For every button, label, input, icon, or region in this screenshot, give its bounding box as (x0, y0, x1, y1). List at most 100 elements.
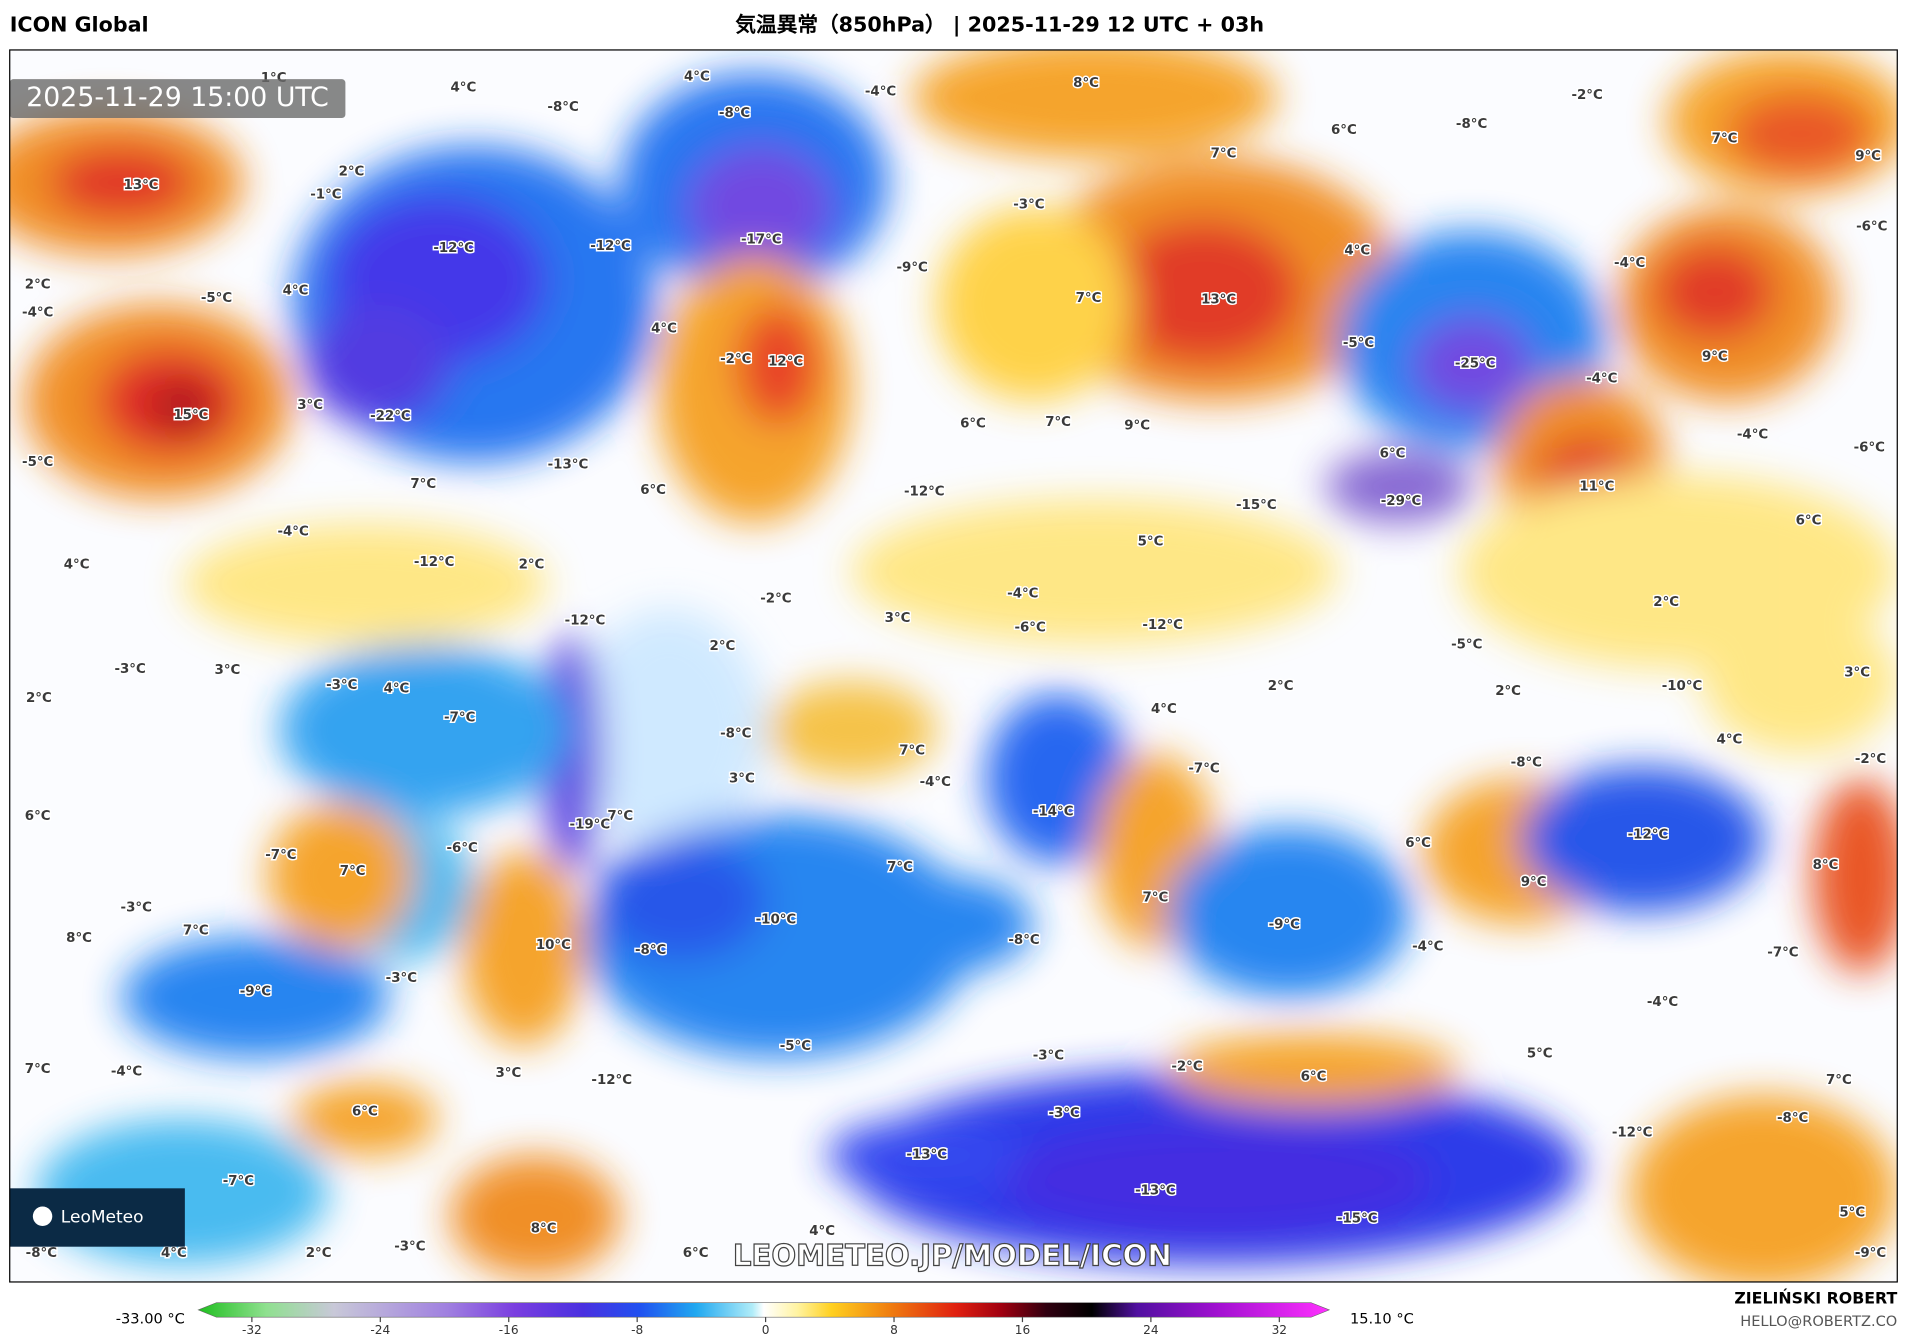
temperature-label: -13°C (1135, 1184, 1176, 1199)
temperature-label: 7°C (25, 1062, 51, 1077)
temperature-label: -2°C (760, 591, 791, 606)
temperature-label: -4°C (1586, 371, 1617, 386)
temperature-label: 4°C (1344, 244, 1370, 259)
temperature-label: 4°C (809, 1224, 835, 1239)
timestamp: 2025-11-29 15:00 UTC (26, 82, 329, 113)
temperature-label: 4°C (684, 70, 710, 85)
temperature-label: 2°C (306, 1246, 332, 1261)
temperature-label: -1°C (310, 188, 341, 203)
temperature-label: -2°C (1571, 88, 1602, 103)
temperature-label: -4°C (1647, 995, 1678, 1010)
temperature-label: 2°C (519, 557, 545, 572)
temperature-label: -8°C (719, 106, 750, 121)
temperature-label: -8°C (635, 943, 666, 958)
temperature-label: -15°C (1337, 1212, 1378, 1227)
temperature-label: 4°C (450, 81, 476, 96)
temperature-label: -8°C (1456, 117, 1487, 132)
temperature-label: 7°C (1142, 891, 1168, 906)
temperature-label: 8°C (66, 931, 92, 946)
map-background (9, 49, 1898, 1282)
temperature-label: 7°C (183, 923, 209, 938)
temperature-label: -4°C (865, 84, 896, 99)
temperature-label: -9°C (1269, 917, 1300, 932)
map-title: 気温異常（850hPa） | 2025-11-29 12 UTC + 03h (735, 13, 1264, 38)
temperature-label: 7°C (607, 809, 633, 824)
colorbar-max: 15.10 °C (1350, 1311, 1414, 1328)
temperature-label: -13°C (548, 458, 589, 473)
temperature-label: 3°C (297, 398, 323, 413)
temperature-label: -2°C (720, 352, 751, 367)
temperature-label: -4°C (1007, 587, 1038, 602)
timestamp-box (9, 79, 346, 119)
temperature-label: 2°C (1495, 684, 1521, 699)
temperature-label: -3°C (1033, 1049, 1064, 1064)
temperature-label: -14°C (1033, 804, 1074, 819)
temperature-label: -8°C (1777, 1111, 1808, 1126)
temperature-label: 2°C (1653, 595, 1679, 610)
colorbar-tick-label: 0 (762, 1323, 770, 1337)
temperature-label: -7°C (1188, 762, 1219, 777)
temperature-label: -12°C (904, 484, 945, 499)
temperature-label: -6°C (446, 841, 477, 856)
temperature-label: -5°C (780, 1039, 811, 1054)
temperature-label: 6°C (683, 1246, 709, 1261)
temperature-label: -15°C (1236, 498, 1277, 513)
temperature-label: -29°C (1381, 494, 1422, 509)
email: HELLO@ROBERTZ.CO (1740, 1313, 1897, 1330)
temperature-label: -4°C (111, 1065, 142, 1080)
author: ZIELIŃSKI ROBERT (1734, 1288, 1897, 1307)
temperature-label: -4°C (1614, 256, 1645, 271)
temperature-label: -6°C (1014, 621, 1045, 636)
colorbar-tick-label: 8 (890, 1323, 898, 1337)
temperature-label: 4°C (1151, 702, 1177, 717)
temperature-label: 7°C (1076, 291, 1102, 306)
temperature-label: -6°C (1854, 441, 1885, 456)
temperature-label: -4°C (1412, 939, 1443, 954)
temperature-label: 6°C (1796, 514, 1822, 529)
temperature-labels: 1°C4°C4°C-8°C-4°C8°C-2°C-8°C6°C7°C-8°C7°… (21, 68, 1889, 1262)
temperature-label: -8°C (1008, 933, 1039, 948)
temperature-label: -10°C (756, 913, 797, 928)
temperature-label: -12°C (1628, 827, 1669, 842)
temperature-label: 9°C (1702, 349, 1728, 364)
temperature-label: -12°C (433, 241, 474, 256)
temperature-label: 3°C (215, 663, 241, 678)
temperature-label: -2°C (1855, 752, 1886, 767)
temperature-label: 8°C (1813, 858, 1839, 873)
temperature-label: 8°C (1073, 76, 1099, 91)
temperature-label: -8°C (547, 100, 578, 115)
temperature-label: -7°C (444, 711, 475, 726)
temperature-label: 2°C (25, 278, 51, 293)
temperature-label: -19°C (570, 818, 611, 833)
temperature-label: -12°C (565, 613, 606, 628)
temperature-label: 6°C (25, 809, 51, 824)
watermark: LEOMETEO.JP/MODEL/ICON (733, 1239, 1172, 1273)
map-area: 1°C4°C4°C-8°C-4°C8°C-2°C-8°C6°C7°C-8°C7°… (9, 49, 1898, 1282)
temperature-label: 4°C (384, 681, 410, 696)
temperature-label: 13°C (1201, 292, 1236, 307)
temperature-label: -3°C (1013, 197, 1044, 212)
temperature-label: -7°C (265, 848, 296, 863)
temperature-label: 9°C (1124, 419, 1150, 434)
temperature-label: 4°C (1717, 733, 1743, 748)
temperature-label: 6°C (1331, 123, 1357, 138)
temperature-label: 10°C (536, 938, 571, 953)
temperature-label: 6°C (1405, 836, 1431, 851)
temperature-label: 7°C (340, 864, 366, 879)
temperature-label: 6°C (352, 1105, 378, 1120)
temperature-label: 2°C (1268, 679, 1294, 694)
temperature-label: -12°C (590, 239, 631, 254)
temperature-label: 3°C (729, 771, 755, 786)
temperature-label: -12°C (591, 1073, 632, 1088)
temperature-label: -9°C (240, 984, 271, 999)
temperature-label: -6°C (1856, 219, 1887, 234)
temperature-label: 4°C (64, 557, 90, 572)
temperature-label: -9°C (896, 261, 927, 276)
temperature-label: -5°C (1451, 638, 1482, 653)
temperature-label: -12°C (1142, 618, 1183, 633)
temperature-label: 11°C (1579, 480, 1614, 495)
temperature-label: 13°C (124, 178, 159, 193)
logo-text: LeoMeteo (61, 1208, 144, 1228)
temperature-label: 5°C (1839, 1206, 1865, 1221)
